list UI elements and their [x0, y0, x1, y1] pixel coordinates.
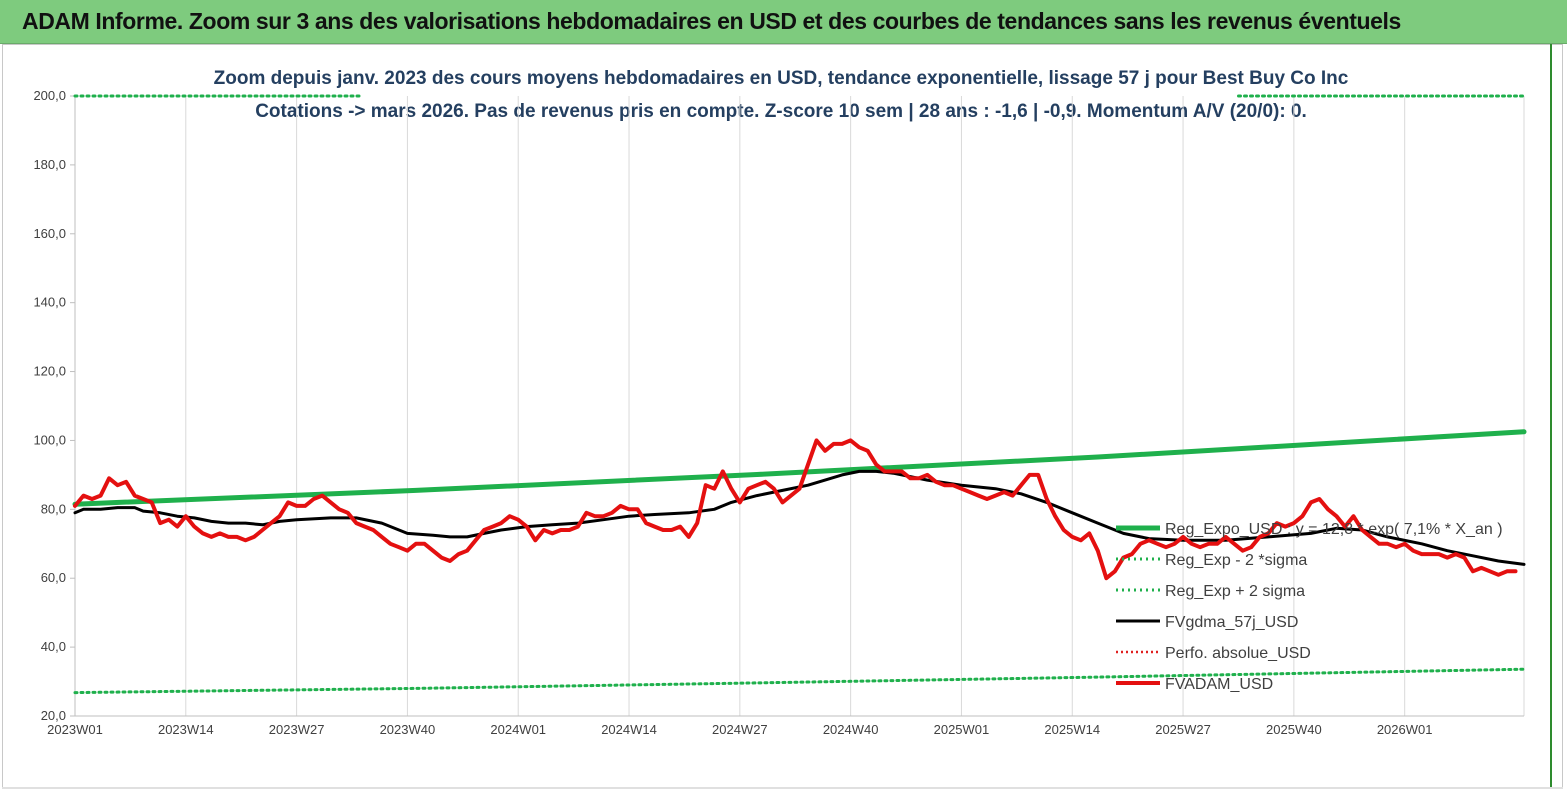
- y-tick-label: 180,0: [33, 157, 66, 172]
- gridlines: [74, 96, 1525, 716]
- x-tick-label: 2024W27: [712, 722, 768, 737]
- x-tick-label: 2025W27: [1155, 722, 1211, 737]
- report-title: ADAM Informe. Zoom sur 3 ans des valoris…: [22, 8, 1401, 34]
- price-line: [73, 438, 1518, 581]
- x-tick-label: 2024W40: [823, 722, 879, 737]
- chart-subtitle: Cotations -> mars 2026. Pas de revenus p…: [255, 101, 1307, 122]
- x-tick-label: 2024W14: [601, 722, 657, 737]
- report-banner: ADAM Informe. Zoom sur 3 ans des valoris…: [0, 0, 1567, 44]
- trend-line: [72, 429, 1527, 507]
- y-tick-label: 80,0: [41, 501, 66, 516]
- legend-label: Perfo. absolue_USD: [1165, 645, 1311, 662]
- y-tick-label: 60,0: [41, 570, 66, 585]
- y-tick-label: 200,0: [33, 88, 66, 103]
- y-tick-label: 160,0: [33, 226, 66, 241]
- series-group: [72, 94, 1527, 695]
- legend-label: Reg_Expo_USD : y = 12,8 * exp( 7,1% * X_…: [1165, 521, 1503, 538]
- gdma-line: [73, 469, 1526, 566]
- x-tick-label: 2026W01: [1377, 722, 1433, 737]
- lower-sigma-line: [73, 667, 1526, 695]
- legend-label: Reg_Exp + 2 sigma: [1165, 583, 1305, 600]
- y-tick-label: 100,0: [33, 432, 66, 447]
- x-tick-label: 2025W14: [1044, 722, 1100, 737]
- bottom-edge-rule: [2, 787, 1563, 789]
- x-tick-label: 2025W40: [1266, 722, 1322, 737]
- x-tick-label: 2024W01: [490, 722, 546, 737]
- x-tick-label: 2023W14: [158, 722, 214, 737]
- x-tick-label: 2023W01: [47, 722, 103, 737]
- right-edge-rule: [1550, 44, 1552, 789]
- y-tick-label: 140,0: [33, 295, 66, 310]
- x-tick-label: 2025W01: [934, 722, 990, 737]
- y-tick-label: 40,0: [41, 639, 66, 654]
- x-tick-label: 2023W40: [380, 722, 436, 737]
- chart-title: Zoom depuis janv. 2023 des cours moyens …: [214, 68, 1349, 89]
- legend: Reg_Expo_USD : y = 12,8 * exp( 7,1% * X_…: [1116, 521, 1503, 693]
- axes: 2023W01 2023W14 2023W27 2023W40 2024W01 2024W…: [33, 88, 1524, 737]
- legend-label: FVgdma_57j_USD: [1165, 614, 1298, 631]
- x-tick-label: 2023W27: [269, 722, 325, 737]
- legend-label: Reg_Exp - 2 *sigma: [1165, 552, 1307, 569]
- y-tick-label: 120,0: [33, 364, 66, 379]
- legend-label: FVADAM_USD: [1165, 676, 1273, 693]
- y-tick-label: 20,0: [41, 708, 66, 723]
